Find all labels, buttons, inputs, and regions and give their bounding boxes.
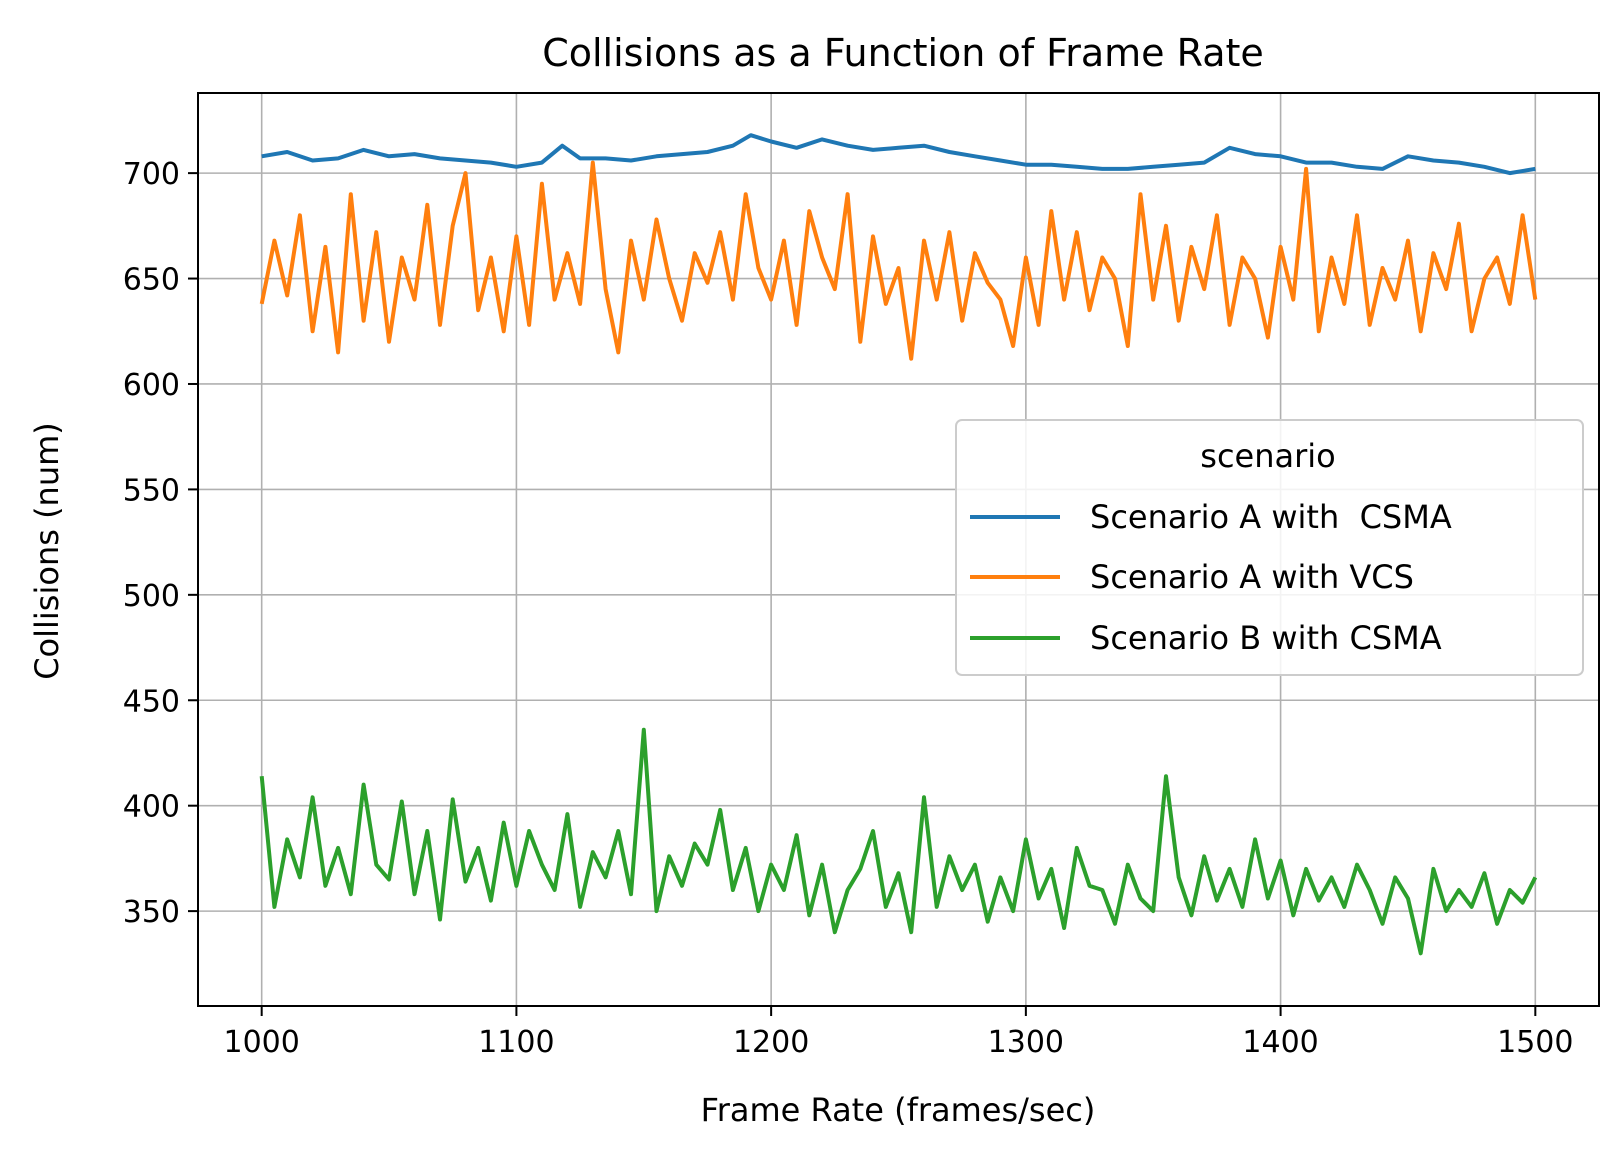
- x-tick-label: 1500: [1497, 1025, 1573, 1060]
- y-tick-label: 400: [123, 790, 180, 825]
- legend-title: scenario: [1200, 437, 1335, 475]
- y-tick-label: 350: [123, 895, 180, 930]
- x-tick-label: 1100: [478, 1025, 554, 1060]
- x-tick-label: 1200: [733, 1025, 809, 1060]
- y-tick-label: 600: [123, 368, 180, 403]
- series-line-scenario-b-csma: [259, 727, 1538, 956]
- x-tick-label: 1400: [1242, 1025, 1318, 1060]
- series-line-scenario-a-csma: [261, 133, 1536, 176]
- y-axis-label: Collisions (num): [28, 422, 66, 680]
- x-axis-label: Frame Rate (frames/sec): [701, 1091, 1096, 1129]
- axis-ticks: 1000 1100 1200 1300 1400 1500 350 400 450 500 550 6…: [123, 157, 1574, 1060]
- y-tick-label: 550: [123, 473, 180, 508]
- series-line-scenario-a-vcs: [259, 160, 1538, 361]
- legend: scenario Scenario A with CSMA Scenario A…: [955, 419, 1584, 676]
- legend-label-scenario-a-csma: Scenario A with CSMA: [1090, 498, 1452, 536]
- y-tick-label: 650: [123, 263, 180, 298]
- y-tick-label: 700: [123, 157, 180, 192]
- y-tick-label: 450: [123, 684, 180, 719]
- plot-frame: [197, 92, 1600, 1007]
- x-tick-label: 1300: [988, 1025, 1064, 1060]
- x-tick-label: 1000: [224, 1025, 300, 1060]
- chart-title: Collisions as a Function of Frame Rate: [542, 31, 1264, 75]
- legend-box: [955, 419, 1584, 676]
- legend-label-scenario-a-vcs: Scenario A with VCS: [1090, 558, 1414, 596]
- y-tick-label: 500: [123, 579, 180, 614]
- plot-series: [259, 133, 1538, 956]
- legend-label-scenario-b-csma: Scenario B with CSMA: [1090, 619, 1442, 657]
